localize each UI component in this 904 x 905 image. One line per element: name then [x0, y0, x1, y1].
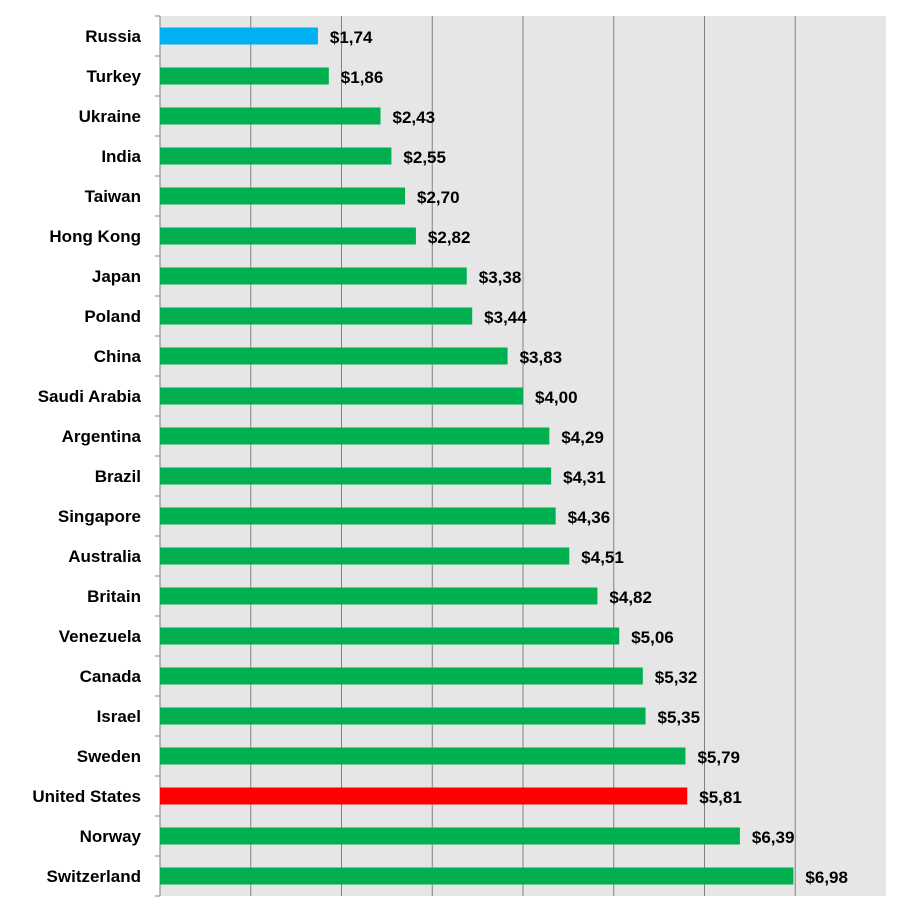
category-label-britain: Britain — [87, 587, 141, 606]
category-label-switzerland: Switzerland — [47, 867, 141, 886]
bars — [160, 27, 794, 885]
bar-ukraine — [160, 107, 381, 125]
category-labels: Russia Turkey Ukraine India Taiwan Hong Kong J… — [32, 27, 141, 886]
category-label-united-states: United States — [32, 787, 141, 806]
category-label-india: India — [101, 147, 141, 166]
bar-argentina — [160, 427, 550, 445]
bar-singapore — [160, 507, 556, 525]
value-label-israel: $5,35 — [658, 708, 701, 727]
value-label-singapore: $4,36 — [568, 508, 611, 527]
value-label-brazil: $4,31 — [563, 468, 606, 487]
value-label-switzerland: $6,98 — [805, 868, 848, 887]
bar-turkey — [160, 67, 329, 85]
value-label-poland: $3,44 — [484, 308, 527, 327]
bar-norway — [160, 827, 740, 845]
category-label-turkey: Turkey — [87, 67, 142, 86]
bar-israel — [160, 707, 646, 725]
value-label-australia: $4,51 — [581, 548, 624, 567]
value-label-india: $2,55 — [403, 148, 446, 167]
value-labels: $1,74 $1,86 $2,43 $2,55 $2,70 $2,82 $3,38 $3,44… — [330, 28, 848, 887]
category-label-israel: Israel — [97, 707, 141, 726]
value-label-sweden: $5,79 — [697, 748, 740, 767]
value-label-norway: $6,39 — [752, 828, 795, 847]
value-label-saudi-arabia: $4,00 — [535, 388, 578, 407]
category-label-poland: Poland — [84, 307, 141, 326]
category-label-australia: Australia — [68, 547, 141, 566]
value-label-russia: $1,74 — [330, 28, 373, 47]
category-label-hong-kong: Hong Kong — [49, 227, 141, 246]
category-label-ukraine: Ukraine — [79, 107, 141, 126]
bar-japan — [160, 267, 467, 285]
bar-saudi-arabia — [160, 387, 523, 405]
bar-russia — [160, 27, 318, 45]
bar-taiwan — [160, 187, 406, 205]
category-label-brazil: Brazil — [95, 467, 141, 486]
category-label-taiwan: Taiwan — [85, 187, 141, 206]
category-label-venezuela: Venezuela — [59, 627, 142, 646]
bar-poland — [160, 307, 473, 325]
category-label-sweden: Sweden — [77, 747, 141, 766]
category-label-norway: Norway — [80, 827, 142, 846]
category-label-singapore: Singapore — [58, 507, 141, 526]
category-label-japan: Japan — [92, 267, 141, 286]
category-label-argentina: Argentina — [62, 427, 142, 446]
bar-china — [160, 347, 508, 365]
category-label-russia: Russia — [85, 27, 141, 46]
value-label-united-states: $5,81 — [699, 788, 742, 807]
bar-canada — [160, 667, 643, 685]
value-label-turkey: $1,86 — [341, 68, 384, 87]
value-label-venezuela: $5,06 — [631, 628, 674, 647]
bar-venezuela — [160, 627, 620, 645]
value-label-britain: $4,82 — [609, 588, 652, 607]
value-label-china: $3,83 — [520, 348, 563, 367]
y-axis-ticks — [155, 15, 160, 897]
bar-united-states — [160, 787, 688, 805]
value-label-hong-kong: $2,82 — [428, 228, 471, 247]
bar-hong-kong — [160, 227, 416, 245]
category-label-saudi-arabia: Saudi Arabia — [38, 387, 142, 406]
value-label-argentina: $4,29 — [561, 428, 604, 447]
bar-sweden — [160, 747, 686, 765]
value-label-japan: $3,38 — [479, 268, 522, 287]
bar-australia — [160, 547, 570, 565]
category-label-china: China — [94, 347, 142, 366]
bar-india — [160, 147, 392, 165]
category-label-canada: Canada — [80, 667, 142, 686]
value-label-taiwan: $2,70 — [417, 188, 460, 207]
value-label-ukraine: $2,43 — [393, 108, 436, 127]
value-label-canada: $5,32 — [655, 668, 698, 687]
bar-switzerland — [160, 867, 794, 885]
bar-brazil — [160, 467, 552, 485]
bar-britain — [160, 587, 598, 605]
